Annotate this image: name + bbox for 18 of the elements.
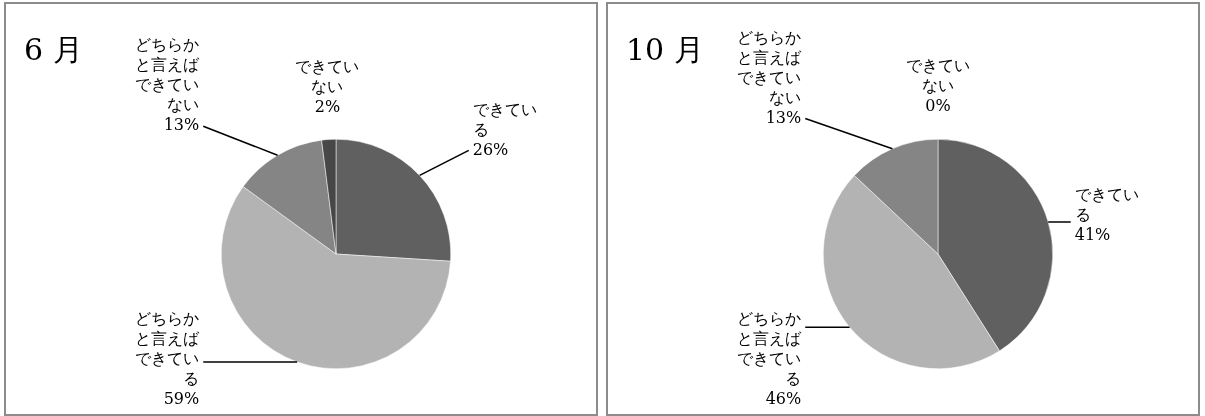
data-label: 59% — [163, 389, 200, 409]
data-label: 26% — [472, 139, 509, 159]
category-label: できていない — [906, 56, 970, 96]
chart-title: 10 月 — [626, 32, 704, 67]
slice-label: どちらかと言えばできている — [135, 309, 201, 389]
data-label: 13% — [765, 107, 802, 127]
slice-label: どちらかと言えばできていない — [135, 35, 201, 115]
data-label: 41% — [1074, 225, 1111, 244]
slice-label: できている — [472, 99, 537, 139]
data-label: 2% — [314, 96, 341, 116]
text: 0% — [925, 96, 951, 116]
data-label: 13% — [163, 115, 200, 135]
slice-label: できている — [1074, 185, 1139, 224]
chart-title: 6 月 — [24, 32, 83, 67]
data-label: 46% — [765, 389, 802, 409]
slice-label: どちらかと言えばできていない — [737, 27, 803, 107]
slice-label: どちらかと言えばできている — [737, 309, 803, 389]
slice-label: できていない — [295, 56, 360, 96]
